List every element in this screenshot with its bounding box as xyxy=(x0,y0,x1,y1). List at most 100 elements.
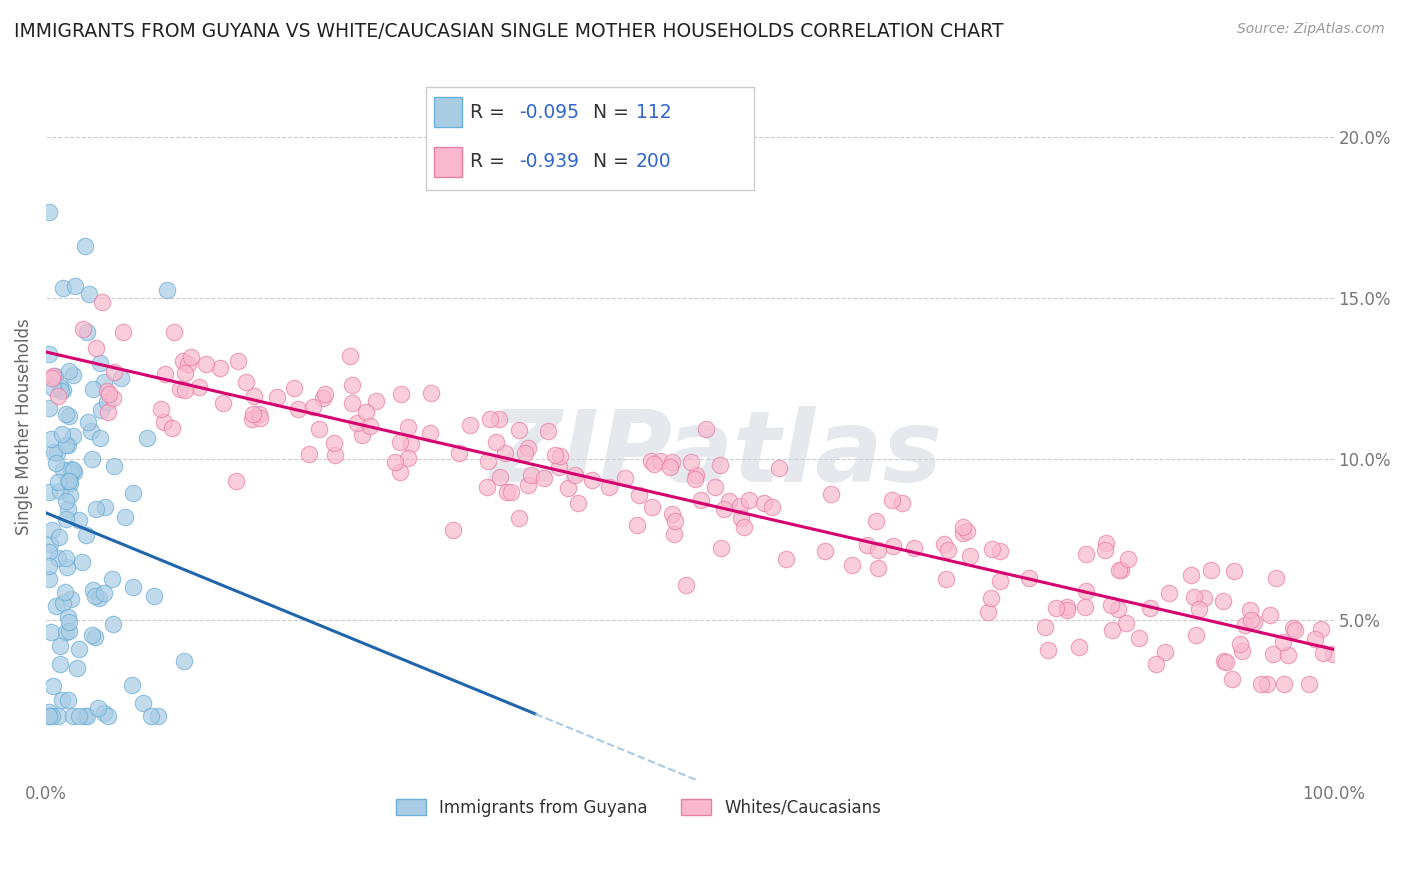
Point xyxy=(58,476,80,491)
Point xyxy=(1107,602,1129,616)
Point xyxy=(1213,654,1236,668)
Point xyxy=(287,402,309,417)
Point xyxy=(761,500,783,514)
Point xyxy=(41,523,63,537)
Point xyxy=(72,322,94,336)
Point xyxy=(648,454,671,468)
Point xyxy=(41,381,63,395)
Point xyxy=(155,368,177,382)
Point xyxy=(93,706,115,721)
Point xyxy=(131,696,153,710)
Point xyxy=(346,416,368,430)
Point xyxy=(76,709,98,723)
Point xyxy=(1240,614,1263,628)
Point xyxy=(1099,598,1122,612)
Point xyxy=(94,500,117,515)
Point xyxy=(356,405,378,419)
Point xyxy=(1199,563,1222,577)
Point xyxy=(475,479,498,493)
Point xyxy=(550,449,572,463)
Point xyxy=(1239,603,1261,617)
Point xyxy=(1108,563,1130,577)
Point xyxy=(80,451,103,466)
Point xyxy=(44,445,66,459)
Point xyxy=(156,283,179,297)
Point xyxy=(752,496,775,510)
Point xyxy=(249,410,271,425)
Point xyxy=(441,523,464,537)
Point xyxy=(173,654,195,668)
Point xyxy=(101,391,124,405)
Point xyxy=(62,463,84,477)
Point xyxy=(709,458,731,473)
Point xyxy=(173,366,195,380)
Point xyxy=(1212,594,1234,608)
Point xyxy=(598,480,620,494)
Point xyxy=(82,582,104,597)
Point xyxy=(1194,591,1216,606)
Point xyxy=(235,375,257,389)
Point xyxy=(1094,542,1116,557)
Point xyxy=(557,482,579,496)
Point xyxy=(1258,608,1281,623)
Point xyxy=(1230,644,1253,658)
Point xyxy=(55,407,77,421)
Point xyxy=(477,454,499,468)
Point xyxy=(643,457,665,471)
Point xyxy=(882,539,904,553)
Point xyxy=(903,541,925,556)
Point xyxy=(38,545,60,559)
Point xyxy=(1265,571,1288,585)
Point xyxy=(323,436,346,450)
Point xyxy=(41,624,63,639)
Point xyxy=(508,511,530,525)
Point xyxy=(342,378,364,392)
Point xyxy=(308,422,330,436)
Point xyxy=(856,538,879,552)
Point xyxy=(66,661,89,675)
Point xyxy=(981,541,1004,556)
Point xyxy=(172,353,194,368)
Point xyxy=(84,589,107,603)
Point xyxy=(384,455,406,469)
Point xyxy=(80,628,103,642)
Point xyxy=(359,418,381,433)
Point xyxy=(59,466,82,480)
Point xyxy=(977,605,1000,619)
Point xyxy=(685,472,707,486)
Point xyxy=(46,475,69,489)
Point xyxy=(1229,637,1251,651)
Point xyxy=(283,381,305,395)
Point xyxy=(60,462,83,476)
Point xyxy=(169,382,191,396)
Point xyxy=(49,484,72,499)
Point xyxy=(38,559,60,574)
Point xyxy=(1222,564,1244,578)
Point xyxy=(63,465,86,479)
Point xyxy=(58,610,80,624)
Point xyxy=(97,387,120,401)
Point xyxy=(73,238,96,252)
Point xyxy=(820,487,842,501)
Point xyxy=(80,425,103,439)
Point xyxy=(38,705,60,719)
Point xyxy=(1033,620,1056,634)
Point xyxy=(180,350,202,364)
Point xyxy=(952,520,974,534)
Point xyxy=(242,389,264,403)
Point xyxy=(55,493,77,508)
Point xyxy=(52,281,75,295)
Point xyxy=(101,572,124,586)
Point xyxy=(1303,632,1326,646)
Point xyxy=(87,701,110,715)
Point xyxy=(640,454,662,468)
Point xyxy=(139,709,162,723)
Point xyxy=(1261,647,1284,661)
Point xyxy=(1144,657,1167,671)
Point xyxy=(46,389,69,403)
Point xyxy=(148,709,170,723)
Point xyxy=(955,524,977,538)
Point xyxy=(775,551,797,566)
Point xyxy=(641,500,664,514)
Point xyxy=(1187,602,1209,616)
